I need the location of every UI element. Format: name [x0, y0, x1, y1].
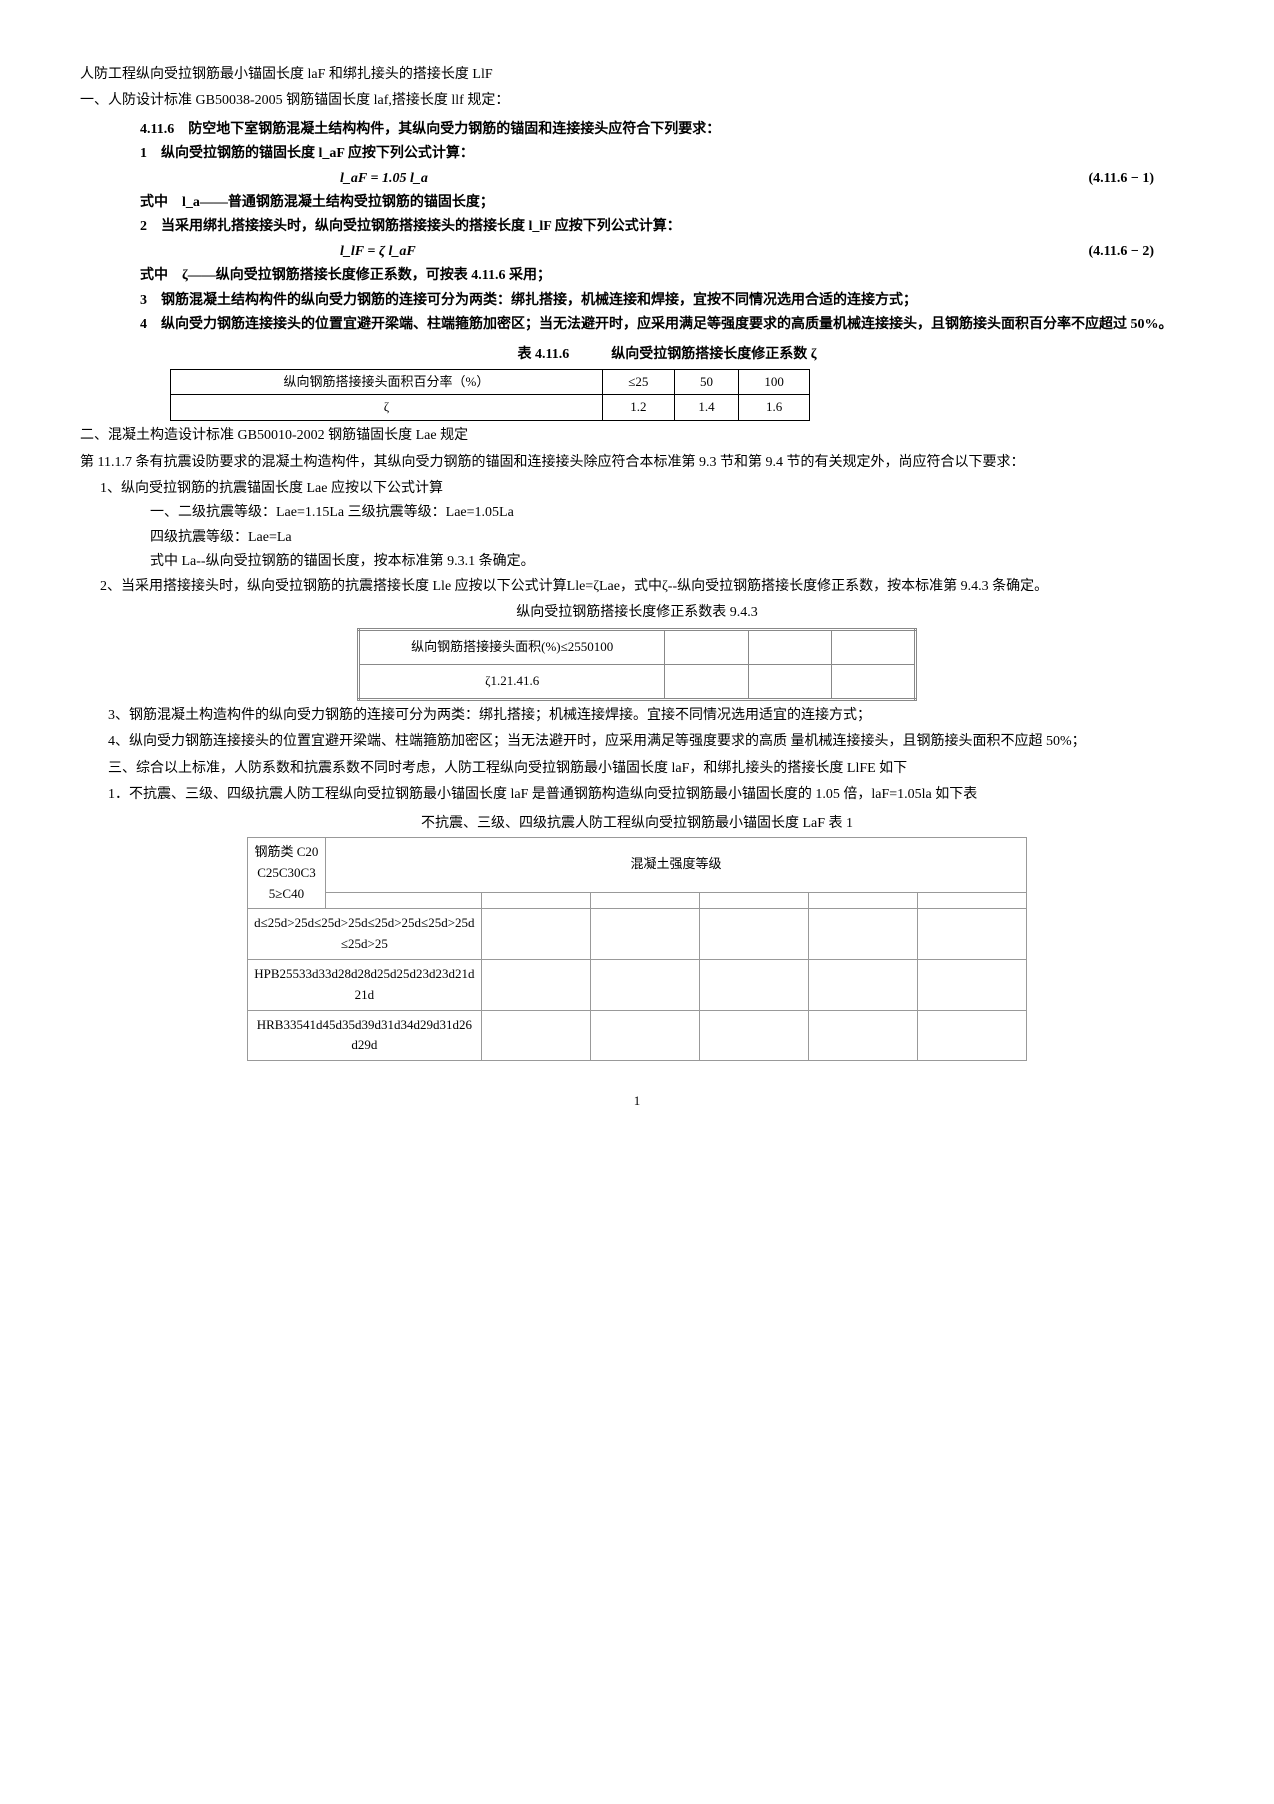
formula-1: l_aF = 1.05 l_a (4.11.6 − 1) — [140, 168, 1194, 190]
t1-row-d: d≤25d>25d≤25d>25d≤25d>25d≤25d>25d≤25d>25 — [248, 909, 482, 960]
section2-heading: 二、混凝土构造设计标准 GB50010-2002 钢筋锚固长度 Lae 规定 — [80, 425, 1194, 447]
spec-p1b: 式中 l_a——普通钢筋混凝土结构受拉钢筋的锚固长度； — [140, 192, 1194, 214]
section2b-item3: 3、钢筋混凝土构造构件的纵向受力钢筋的连接可分为两类：绑扎搭接；机械连接焊接。宜… — [80, 705, 1194, 727]
spec-4116: 4.11.6 防空地下室钢筋混凝土结构构件，其纵向受力钢筋的锚固和连接接头应符合… — [140, 119, 1194, 337]
t943-r1c2 — [665, 630, 749, 665]
formula-2-expr: l_lF = ζ l_aF — [340, 241, 416, 263]
spec-p3: 3 钢筋混凝土结构构件的纵向受力钢筋的连接可分为两类：绑扎搭接，机械连接和焊接，… — [140, 290, 1194, 312]
doc-title: 人防工程纵向受拉钢筋最小锚固长度 laF 和绑扎接头的搭接长度 LlF — [80, 64, 1194, 86]
t1-top: 混凝土强度等级 — [325, 837, 1026, 892]
t943-r1c4 — [832, 630, 916, 665]
t943-r2c1: ζ1.21.41.6 — [359, 665, 665, 700]
t4116-h2: 50 — [674, 369, 738, 395]
section3-heading: 三、综合以上标准，人防系数和抗震系数不同时考虑，人防工程纵向受拉钢筋最小锚固长度… — [80, 758, 1194, 780]
t943-r1c3 — [748, 630, 832, 665]
t1-row-hrb: HRB33541d45d35d39d31d34d29d31d26d29d — [248, 1010, 482, 1061]
section2b-item4: 4、纵向受力钢筋连接接头的位置宜避开梁端、柱端箍筋加密区；当无法避开时，应采用满… — [80, 731, 1194, 753]
t943-r2c4 — [832, 665, 916, 700]
formula-1-num: (4.11.6 − 1) — [1088, 168, 1154, 190]
t4116-r1: 1.2 — [602, 395, 674, 421]
t4116-h1: ≤25 — [602, 369, 674, 395]
formula-1-expr: l_aF = 1.05 l_a — [340, 168, 428, 190]
spec-p2: 2 当采用绑扎搭接接头时，纵向受拉钢筋搭接接头的搭接长度 l_lF 应按下列公式… — [140, 216, 1194, 238]
page-number: 1 — [80, 1091, 1194, 1112]
table-4116: 纵向钢筋搭接接头面积百分率（%） ≤25 50 100 ζ 1.2 1.4 1.… — [170, 369, 810, 422]
t4116-h0: 纵向钢筋搭接接头面积百分率（%） — [171, 369, 603, 395]
section2-item1c: 式中 La--纵向受拉钢筋的锚固长度，按本标准第 9.3.1 条确定。 — [150, 551, 1194, 573]
formula-2-num: (4.11.6 − 2) — [1088, 241, 1154, 263]
spec-p1: 1 纵向受拉钢筋的锚固长度 l_aF 应按下列公式计算： — [140, 143, 1194, 165]
spec-p2b: 式中 ζ——纵向受拉钢筋搭接长度修正系数，可按表 4.11.6 采用； — [140, 265, 1194, 287]
t4116-r3: 1.6 — [739, 395, 810, 421]
table4116-caption: 表 4.11.6 纵向受拉钢筋搭接长度修正系数 ζ — [140, 344, 1194, 366]
t943-r2c3 — [748, 665, 832, 700]
formula-2: l_lF = ζ l_aF (4.11.6 − 2) — [140, 241, 1194, 263]
section2-item1: 1、纵向受拉钢筋的抗震锚固长度 Lae 应按以下公式计算 — [100, 478, 1194, 500]
section1-heading: 一、人防设计标准 GB50038-2005 钢筋锚固长度 laf,搭接长度 ll… — [80, 90, 1194, 112]
t1-row-hpb: HPB25533d33d28d28d25d25d23d23d21d21d — [248, 959, 482, 1010]
t4116-r2: 1.4 — [674, 395, 738, 421]
t1-left: 钢筋类 C20C25C30C35≥C40 — [248, 837, 326, 908]
table-943: 纵向钢筋搭接接头面积(%)≤2550100 ζ1.21.41.6 — [357, 628, 917, 701]
t943-r2c2 — [665, 665, 749, 700]
spec-p4: 4 纵向受力钢筋连接接头的位置宜避开梁端、柱端箍筋加密区；当无法避开时，应采用满… — [140, 314, 1194, 336]
section3-item1: 1．不抗震、三级、四级抗震人防工程纵向受拉钢筋最小锚固长度 laF 是普通钢筋构… — [80, 784, 1194, 806]
t4116-r0: ζ — [171, 395, 603, 421]
spec-head: 4.11.6 防空地下室钢筋混凝土结构构件，其纵向受力钢筋的锚固和连接接头应符合… — [140, 119, 1194, 141]
section2-p1: 第 11.1.7 条有抗震设防要求的混凝土构造构件，其纵向受力钢筋的锚固和连接接… — [80, 452, 1194, 474]
section2-item2: 2、当采用搭接接头时，纵向受拉钢筋的抗震搭接长度 Lle 应按以下公式计算Lle… — [100, 576, 1194, 598]
t943-r1c1: 纵向钢筋搭接接头面积(%)≤2550100 — [359, 630, 665, 665]
table-1: 钢筋类 C20C25C30C35≥C40 混凝土强度等级 d≤25d>25d≤2… — [247, 837, 1027, 1061]
table1-caption: 不抗震、三级、四级抗震人防工程纵向受拉钢筋最小锚固长度 LaF 表 1 — [80, 813, 1194, 835]
section2-item1b: 四级抗震等级：Lae=La — [150, 527, 1194, 549]
t4116-h3: 100 — [739, 369, 810, 395]
section2-item1a: 一、二级抗震等级：Lae=1.15La 三级抗震等级：Lae=1.05La — [150, 502, 1194, 524]
table943-caption: 纵向受拉钢筋搭接长度修正系数表 9.4.3 — [80, 602, 1194, 624]
